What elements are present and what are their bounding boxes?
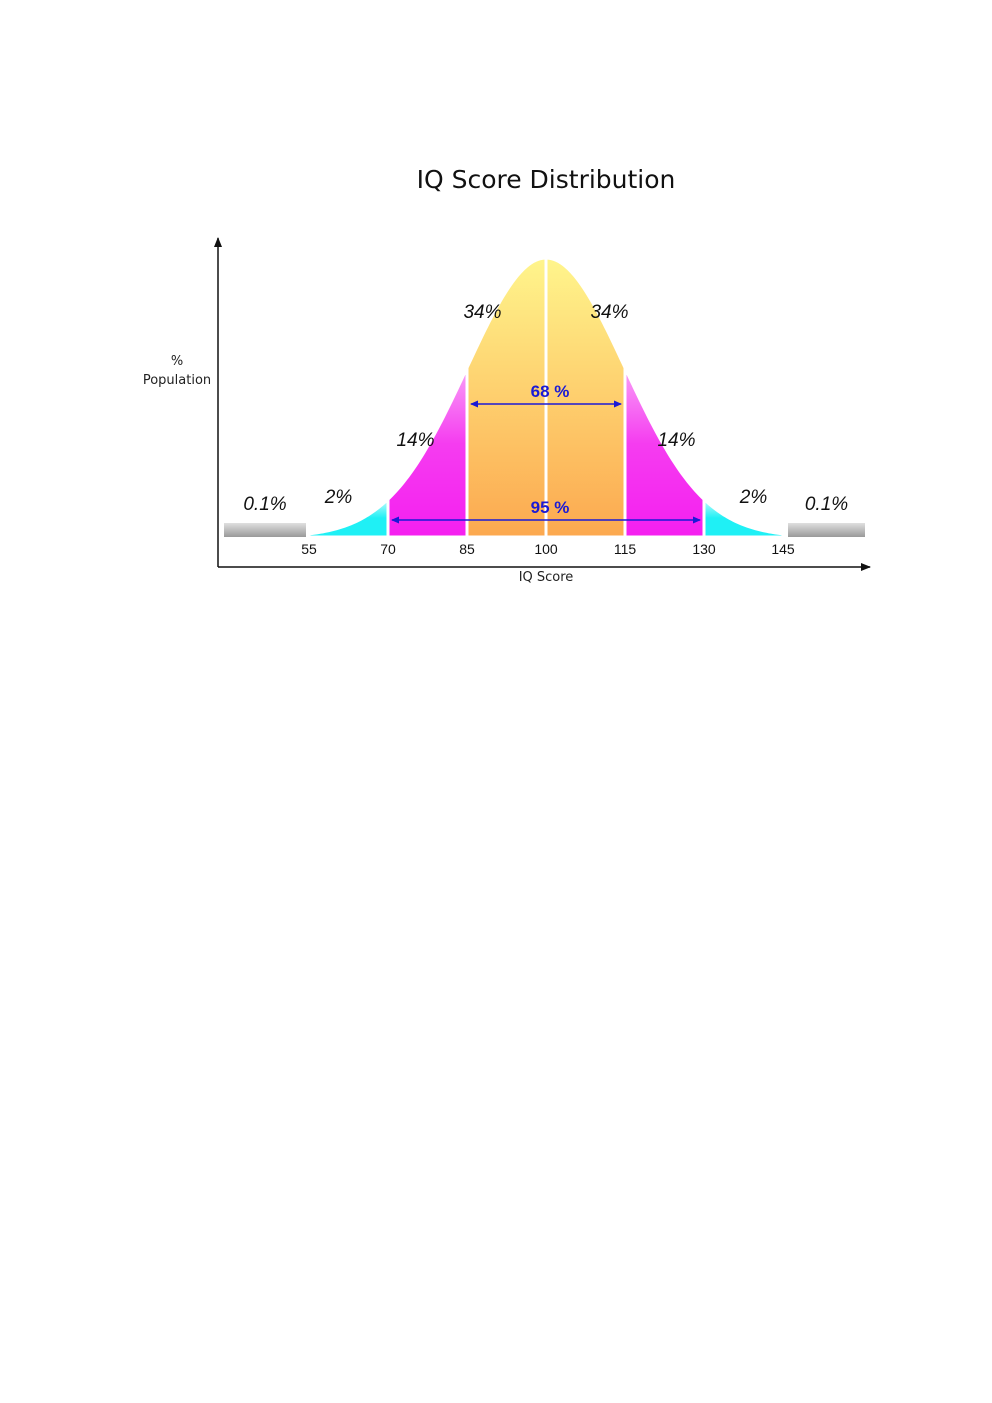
x-tick-label: 70 — [380, 541, 396, 557]
distribution-bands — [224, 256, 865, 539]
band-area-115-130 — [623, 366, 706, 539]
band-area-100-115 — [544, 256, 627, 539]
band-area-130-145 — [702, 497, 785, 539]
band-percent-label: 14% — [657, 430, 695, 451]
band-tail-7 — [788, 523, 865, 537]
band-percent-label: 0.1% — [243, 494, 286, 515]
x-tick-label: 85 — [459, 541, 475, 557]
y-axis-label-line1: % — [171, 354, 183, 369]
x-tick-label: 130 — [692, 541, 716, 557]
x-tick-label: 100 — [534, 541, 558, 557]
band-percent-label: 34% — [463, 302, 501, 323]
band-percent-label: 14% — [396, 430, 434, 451]
chart-title: IQ Score Distribution — [417, 165, 676, 194]
x-tick-label: 115 — [614, 541, 637, 557]
x-tick-label: 145 — [771, 541, 795, 557]
band-area-70-85 — [386, 366, 469, 539]
band-area-55-70 — [307, 497, 390, 539]
x-axis-label: IQ Score — [519, 570, 574, 585]
band-percent-label: 34% — [590, 302, 628, 323]
band-percent-labels: 0.1% 2% 14% 34% 34% 14% 2% 0.1% — [243, 302, 848, 515]
y-axis-label-line2: Population — [143, 373, 211, 388]
span-label: 95 % — [531, 498, 570, 517]
x-tick-labels: 55 70 85 100 115 130 145 — [301, 541, 795, 557]
band-percent-label: 2% — [324, 487, 353, 508]
coverage-spans: 68 % 95 % — [391, 382, 701, 524]
band-percent-label: 2% — [739, 487, 768, 508]
span-label: 68 % — [531, 382, 570, 401]
band-tail-0 — [224, 523, 306, 537]
band-percent-label: 0.1% — [805, 494, 848, 515]
band-area-85-100 — [465, 256, 548, 539]
x-tick-label: 55 — [301, 541, 317, 557]
